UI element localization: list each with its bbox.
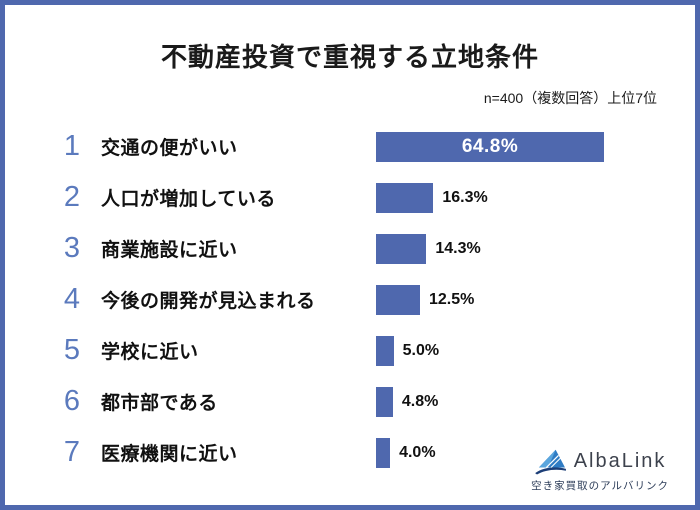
- category-label: 医療機関に近い: [101, 444, 238, 465]
- bar: [376, 437, 391, 468]
- logo-text: AlbaLink: [573, 449, 667, 472]
- bar-track: 14.3%: [376, 233, 695, 264]
- chart-row: 5 学校に近い 5.0%: [5, 325, 695, 376]
- bar-track: 5.0%: [376, 335, 695, 366]
- rank-number: 2: [63, 181, 81, 213]
- bar: [376, 335, 394, 366]
- value-label-outside: 5.0%: [402, 341, 440, 359]
- value-label-outside: 12.5%: [429, 290, 475, 308]
- chart-row: 1 交通の便がいい 64.8%: [5, 121, 695, 172]
- rank-number: 6: [63, 385, 81, 417]
- value-label-outside: 16.3%: [442, 188, 488, 206]
- bar: [376, 182, 434, 213]
- logo-tagline: 空き家買取のアルバリンク: [531, 480, 669, 492]
- rank-number: 3: [63, 232, 81, 264]
- rank-number: 1: [63, 130, 81, 162]
- logo-row: AlbaLink: [531, 447, 669, 475]
- category-label: 交通の便がいい: [101, 138, 238, 159]
- value-label-outside: 4.8%: [401, 392, 439, 410]
- bar-track: 64.8%: [376, 131, 695, 162]
- category-label: 人口が増加している: [101, 189, 276, 210]
- category-label: 都市部である: [101, 393, 218, 414]
- value-label-outside: 4.0%: [399, 443, 436, 461]
- bar: [376, 233, 427, 264]
- chart-row: 2 人口が増加している 16.3%: [5, 172, 695, 223]
- chart-row: 3 商業施設に近い 14.3%: [5, 223, 695, 274]
- bar: [376, 386, 393, 417]
- chart-row: 4 今後の開発が見込まれる 12.5%: [5, 274, 695, 325]
- bar: 64.8%: [376, 131, 605, 162]
- value-label-inside: 64.8%: [461, 135, 519, 157]
- rank-number: 5: [63, 334, 81, 366]
- rank-number: 4: [63, 283, 81, 315]
- bar-track: 4.0%: [376, 437, 695, 468]
- category-label: 商業施設に近い: [101, 240, 238, 261]
- chart-title: 不動産投資で重視する立地条件: [160, 42, 539, 72]
- chart-row: 7 医療機関に近い 4.0%: [5, 427, 695, 478]
- category-label: 今後の開発が見込まれる: [101, 291, 316, 312]
- bar-track: 12.5%: [376, 284, 695, 315]
- rank-number: 7: [63, 436, 81, 468]
- sample-size-note: n=400（複数回答）上位7位: [483, 90, 657, 106]
- bar-track: 16.3%: [376, 182, 695, 213]
- mountain-logo-icon: [534, 449, 566, 475]
- bar: [376, 284, 420, 315]
- category-label: 学校に近い: [101, 342, 199, 363]
- value-label-outside: 14.3%: [435, 239, 481, 257]
- bar-chart: 1 交通の便がいい 64.8% 2 人口が増加している 16.3% 3 商業施設…: [5, 121, 695, 478]
- albalink-logo: AlbaLink 空き家買取のアルバリンク: [531, 447, 669, 493]
- chart-row: 6 都市部である 4.8%: [5, 376, 695, 427]
- bar-track: 4.8%: [376, 386, 695, 417]
